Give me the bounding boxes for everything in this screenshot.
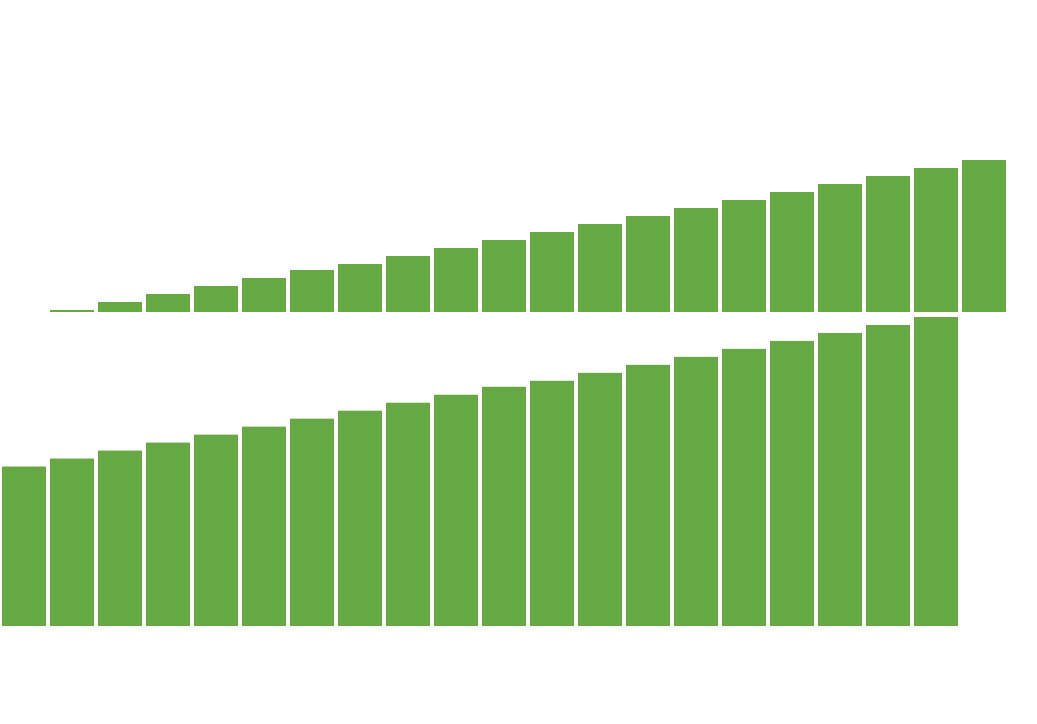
bottom-bar-16 [722, 348, 766, 626]
top-bar-7 [338, 264, 382, 312]
top-bar-5 [242, 278, 286, 312]
top-bar-14 [674, 208, 718, 312]
top-bar-17 [818, 184, 862, 312]
top-bar-2 [98, 302, 142, 312]
bottom-bar-8 [338, 410, 382, 626]
top-bar-3 [146, 294, 190, 312]
bottom-bar-12 [530, 380, 574, 626]
bottom-bar-17 [770, 340, 814, 626]
bottom-bar-4 [146, 442, 190, 626]
top-bar-10 [482, 240, 526, 312]
bottom-bar-20 [914, 317, 958, 626]
bottom-bar-2 [50, 458, 94, 626]
bottom-bar-7 [290, 418, 334, 626]
top-bar-9 [434, 248, 478, 312]
bottom-bar-6 [242, 426, 286, 626]
bottom-bar-18 [818, 332, 862, 626]
bottom-bar-5 [194, 434, 238, 626]
top-bar-15 [722, 200, 766, 312]
top-bar-20 [962, 160, 1006, 312]
top-bar-panel [50, 160, 1006, 312]
top-bar-19 [914, 168, 958, 312]
top-bar-11 [530, 232, 574, 312]
top-bar-12 [578, 224, 622, 312]
bottom-bar-19 [866, 324, 910, 626]
bottom-bar-10 [434, 394, 478, 626]
top-bar-16 [770, 192, 814, 312]
bottom-bar-9 [386, 402, 430, 626]
bottom-bar-13 [578, 372, 622, 626]
top-bar-1 [50, 310, 94, 312]
bottom-bar-1 [2, 466, 46, 626]
top-bar-4 [194, 286, 238, 312]
bottom-bar-15 [674, 356, 718, 626]
top-bar-6 [290, 270, 334, 312]
bottom-bar-panel [2, 317, 958, 626]
top-bar-13 [626, 216, 670, 312]
top-bar-18 [866, 176, 910, 312]
bottom-bar-3 [98, 450, 142, 626]
bottom-bar-11 [482, 386, 526, 626]
top-bar-8 [386, 256, 430, 312]
bottom-bar-14 [626, 364, 670, 626]
